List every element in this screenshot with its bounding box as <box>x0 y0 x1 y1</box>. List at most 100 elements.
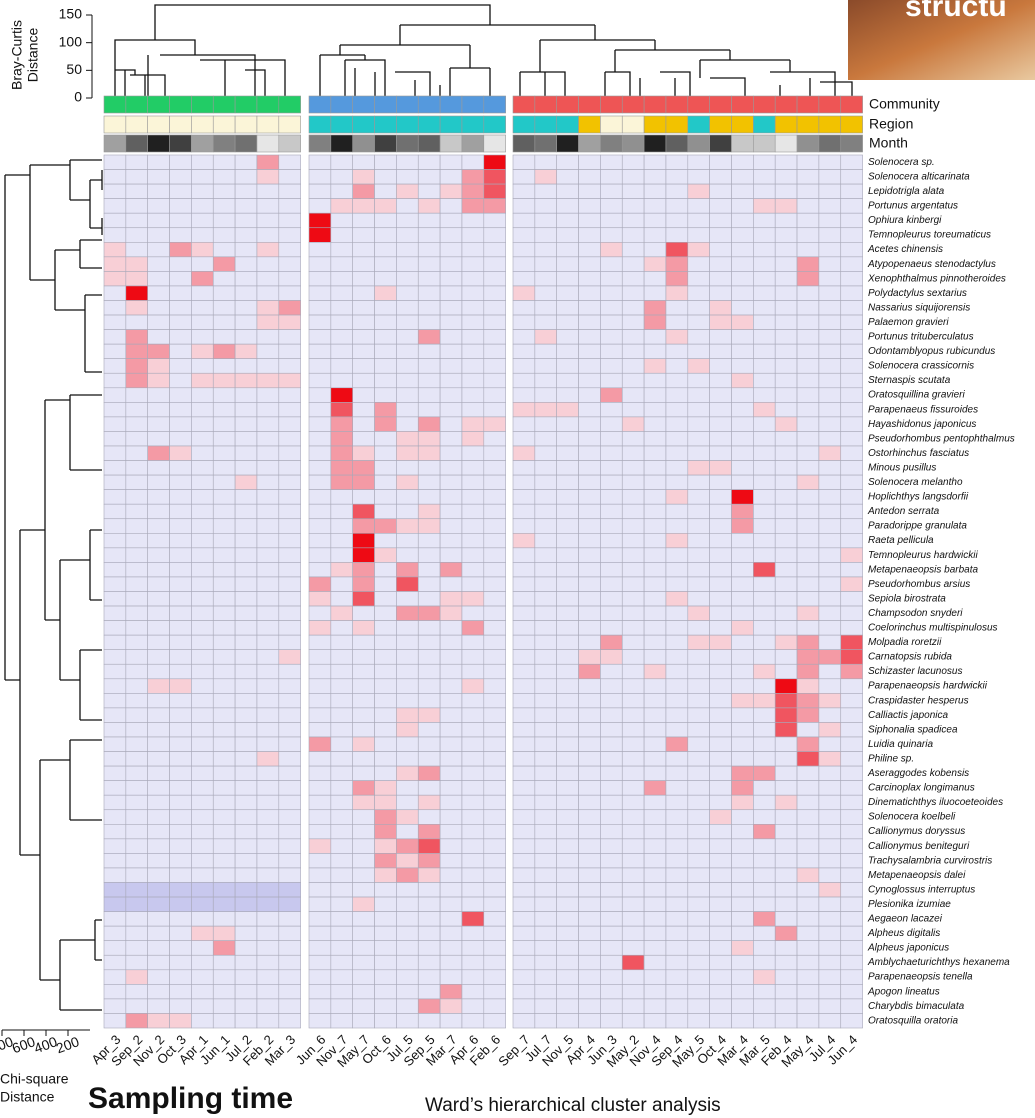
cell <box>353 824 375 839</box>
cell <box>666 548 688 563</box>
cell <box>257 722 279 737</box>
cell <box>279 766 301 781</box>
cell <box>375 621 397 636</box>
cell <box>396 562 418 577</box>
cell <box>148 461 170 476</box>
cell <box>710 388 732 403</box>
cell <box>440 606 462 621</box>
cell <box>257 301 279 316</box>
cell <box>753 955 775 970</box>
cell <box>257 839 279 854</box>
cell <box>279 199 301 214</box>
cell <box>375 999 397 1014</box>
cell <box>104 228 126 243</box>
cell <box>462 475 484 490</box>
cell <box>462 883 484 898</box>
cell <box>257 984 279 999</box>
cell <box>688 461 710 476</box>
cell <box>775 926 797 941</box>
annotation-cell <box>819 135 841 152</box>
cell <box>797 562 819 577</box>
cell <box>710 315 732 330</box>
cell <box>440 533 462 548</box>
cell <box>797 155 819 170</box>
cell <box>126 810 148 825</box>
cell <box>170 286 192 301</box>
cell <box>753 257 775 272</box>
cell <box>710 853 732 868</box>
cell <box>688 301 710 316</box>
annotation-cell <box>279 135 301 152</box>
cell <box>622 868 644 883</box>
cell <box>440 853 462 868</box>
cell <box>753 722 775 737</box>
cell <box>170 446 192 461</box>
cell <box>579 752 601 767</box>
cell <box>170 475 192 490</box>
cell <box>331 664 353 679</box>
cell <box>600 883 622 898</box>
cell <box>579 504 601 519</box>
cell <box>797 402 819 417</box>
cell <box>440 737 462 752</box>
annotation-cell <box>484 96 506 113</box>
cell <box>126 446 148 461</box>
cell <box>710 883 732 898</box>
cell <box>600 257 622 272</box>
cell <box>375 271 397 286</box>
cell <box>331 155 353 170</box>
cell <box>513 853 535 868</box>
cell <box>396 795 418 810</box>
cell <box>666 359 688 374</box>
cell <box>331 926 353 941</box>
cell <box>191 592 213 607</box>
cell <box>279 839 301 854</box>
annotation-cell <box>462 96 484 113</box>
cell <box>644 810 666 825</box>
cell <box>710 664 732 679</box>
cell <box>710 781 732 796</box>
cell <box>484 461 506 476</box>
annotation-cell <box>462 116 484 133</box>
cell <box>797 970 819 985</box>
cell <box>644 912 666 927</box>
cell <box>797 999 819 1014</box>
cell <box>688 868 710 883</box>
cell <box>600 606 622 621</box>
cell <box>309 1013 331 1028</box>
cell <box>104 708 126 723</box>
cell <box>753 490 775 505</box>
cell <box>557 650 579 665</box>
cell <box>279 853 301 868</box>
cell <box>513 897 535 912</box>
cell <box>257 737 279 752</box>
cell <box>557 883 579 898</box>
cell <box>557 621 579 636</box>
cell <box>688 824 710 839</box>
species-label: Alpheus digitalis <box>867 928 940 939</box>
cell <box>513 635 535 650</box>
cell <box>644 431 666 446</box>
cell <box>753 388 775 403</box>
species-label: Parapenaeus fissuroides <box>868 404 978 415</box>
annotation-cell <box>710 96 732 113</box>
cell <box>775 519 797 534</box>
cell <box>418 301 440 316</box>
cell <box>126 330 148 345</box>
cell <box>644 402 666 417</box>
cell <box>309 737 331 752</box>
cell <box>170 737 192 752</box>
cell <box>309 562 331 577</box>
cell <box>375 664 397 679</box>
cell <box>191 388 213 403</box>
cell <box>418 912 440 927</box>
cell <box>819 228 841 243</box>
cell <box>557 402 579 417</box>
cell <box>557 199 579 214</box>
cell <box>462 548 484 563</box>
cell <box>753 184 775 199</box>
cell <box>600 461 622 476</box>
cell <box>235 155 257 170</box>
cell <box>688 999 710 1014</box>
cell <box>797 766 819 781</box>
